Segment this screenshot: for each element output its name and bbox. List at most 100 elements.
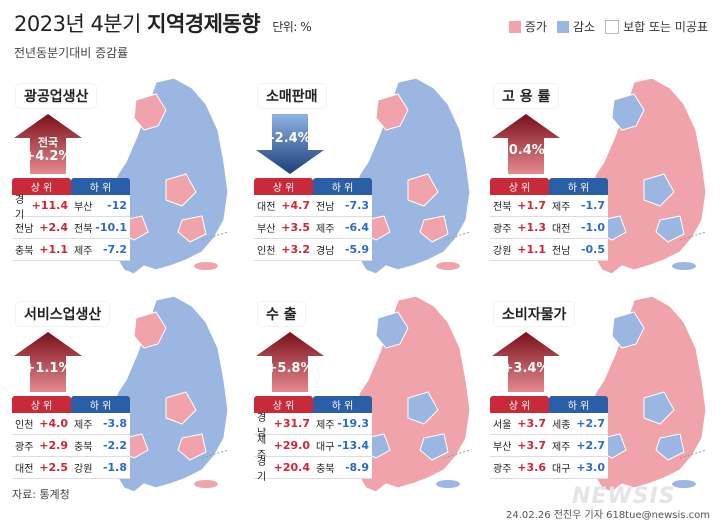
down-cell: 제주 +2.7: [549, 438, 608, 453]
down-cell: 부산 -12: [71, 198, 130, 213]
map-region: [419, 433, 449, 461]
down-region: 제주: [552, 202, 571, 213]
down-value: -13.4: [337, 439, 369, 452]
up-region: 경남: [257, 412, 267, 439]
down-value: -1.0: [580, 221, 605, 234]
up-region: 광주: [493, 224, 512, 235]
down-cell: 대구 +3.0: [549, 460, 608, 475]
down-cell: 충북 -8.9: [313, 460, 372, 475]
up-region: 광주: [493, 464, 512, 475]
up-cell: 광주 +2.9: [12, 438, 71, 453]
korea-map: [581, 295, 707, 493]
up-value: +2.4: [39, 221, 68, 234]
down-cell: 전남 -0.5: [549, 242, 608, 257]
panel-title: 광공업생산: [16, 84, 97, 108]
up-cell: 충북 +1.1: [12, 242, 71, 257]
down-value: -2.2: [102, 439, 127, 452]
table-row: 전남 +2.4 전북 -10.1: [12, 217, 130, 239]
table-row: 경기 +11.4 부산 -12: [12, 195, 130, 221]
up-value: +29.0: [273, 439, 310, 452]
arrow-shape: [492, 114, 560, 174]
table-row: 인천 +3.2 경남 -5.9: [254, 239, 372, 261]
up-value: +1.1: [517, 243, 546, 256]
down-region: 제주: [74, 420, 93, 431]
up-value: +11.4: [31, 199, 68, 212]
down-cell: 세종 +2.7: [549, 416, 608, 431]
table-row: 강원 +1.1 전남 -0.5: [490, 239, 608, 261]
map-dash-line: [443, 449, 471, 459]
down-region: 대구: [552, 464, 571, 475]
up-arrow-icon: +0.4%p: [492, 114, 560, 174]
page-title: 2023년 4분기 지역경제동향 단위: %: [14, 8, 312, 38]
up-value: +3.7: [517, 439, 546, 452]
up-region: 제주: [257, 434, 267, 461]
up-region: 대전: [257, 202, 276, 213]
arrow-value: +4.2%: [24, 149, 72, 164]
map-jeju: [194, 480, 218, 488]
map-region: [375, 311, 409, 349]
map-dash-line: [679, 449, 707, 459]
arrow-value: +0.4%p: [497, 143, 555, 158]
header-up: 상 위: [12, 396, 71, 413]
up-value: +3.5: [281, 221, 310, 234]
down-region: 제주: [316, 420, 335, 431]
map-jeju: [436, 262, 460, 270]
up-arrow-icon: +5.8%: [256, 332, 324, 392]
header-down: 하 위: [549, 178, 608, 195]
down-region: 충북: [74, 442, 93, 453]
down-region: 전남: [316, 202, 335, 213]
down-cell: 제주 -6.4: [313, 220, 372, 235]
source-label: 자료: 통계청: [12, 488, 70, 501]
map-dash-line: [201, 231, 229, 241]
down-value: +3.0: [576, 461, 605, 474]
header-down: 하 위: [71, 396, 130, 413]
down-value: -5.9: [344, 243, 369, 256]
up-value: +3.6: [517, 461, 546, 474]
table-row: 경기 +20.4 충북 -8.9: [254, 457, 372, 483]
down-cell: 대전 -1.0: [549, 220, 608, 235]
up-cell: 경기 +20.4: [254, 453, 313, 483]
up-value: +3.2: [281, 243, 310, 256]
header-up: 상 위: [490, 178, 549, 195]
map-region: [419, 215, 449, 243]
down-cell: 제주 -1.7: [549, 198, 608, 213]
down-region: 전남: [552, 246, 571, 257]
header-up: 상 위: [12, 178, 71, 195]
down-cell: 전북 -10.1: [71, 220, 130, 235]
title-main: 지역경제동향: [147, 12, 261, 36]
down-region: 부산: [74, 202, 93, 213]
up-cell: 전북 +1.7: [490, 198, 549, 213]
down-value: -8.9: [344, 461, 369, 474]
up-cell: 광주 +3.6: [490, 460, 549, 475]
down-value: -1.7: [580, 199, 605, 212]
table-row: 전북 +1.7 제주 -1.7: [490, 195, 608, 217]
map-dash-line: [443, 231, 471, 241]
up-region: 부산: [493, 442, 512, 453]
up-cell: 전남 +2.4: [12, 220, 71, 235]
down-value: -7.3: [344, 199, 369, 212]
legend-label: 보합 또는 미공표: [623, 20, 708, 34]
arrow-value: -2.4%: [269, 131, 311, 146]
up-value: +20.4: [273, 461, 310, 474]
map-jeju: [672, 262, 696, 270]
legend-item-decrease: 감소: [556, 18, 595, 35]
up-cell: 서울 +3.7: [490, 416, 549, 431]
legend-swatch-increase: [508, 20, 521, 33]
up-region: 강원: [493, 246, 512, 257]
header-up: 상 위: [254, 396, 313, 413]
title-year: 2023년 4분기: [14, 12, 141, 36]
map-region: [165, 173, 197, 207]
up-region: 경기: [15, 194, 25, 221]
down-value: -1.8: [102, 461, 127, 474]
